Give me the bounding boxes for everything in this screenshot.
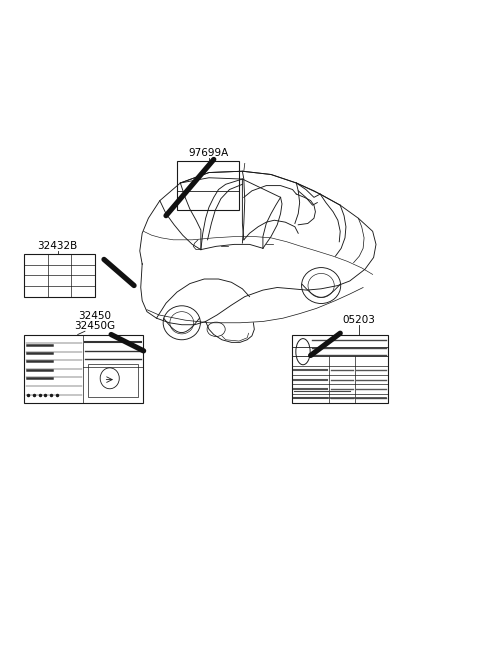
Bar [24, 254, 95, 297]
Bar [177, 161, 239, 211]
Text: 32432B: 32432B [37, 241, 78, 251]
Text: 97699A: 97699A [189, 148, 229, 158]
Bar [292, 335, 388, 403]
Text: 05203: 05203 [343, 315, 376, 325]
Text: 32450: 32450 [78, 312, 111, 321]
Text: 32450G: 32450G [74, 321, 115, 331]
Bar [88, 363, 138, 397]
Bar [24, 335, 143, 403]
